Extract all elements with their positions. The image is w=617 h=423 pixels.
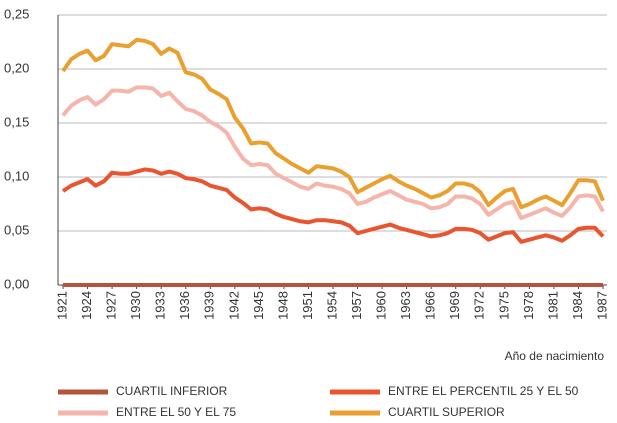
- x-tick-label: 1939: [202, 291, 217, 320]
- legend-label: CUARTIL INFERIOR: [116, 384, 228, 398]
- y-tick-label: 0,25: [4, 6, 29, 21]
- y-tick-label: 0,15: [4, 114, 29, 129]
- x-tick-label: 1969: [447, 291, 462, 320]
- legend-label: ENTRE EL PERCENTIL 25 Y EL 50: [388, 384, 579, 398]
- y-tick-label: 0,20: [4, 60, 29, 75]
- x-tick-label: 1927: [104, 291, 119, 320]
- x-tick-label: 1978: [521, 291, 536, 320]
- x-tick-label: 1945: [251, 291, 266, 320]
- legend-label: ENTRE EL 50 Y EL 75: [116, 405, 236, 419]
- x-tick-label: 1975: [496, 291, 511, 320]
- series-line: [61, 37, 605, 210]
- x-tick-label: 1957: [349, 291, 364, 320]
- x-tick-label: 1954: [324, 291, 339, 320]
- x-tick-label: 1942: [226, 291, 241, 320]
- x-axis-label: Año de nacimiento: [505, 349, 605, 363]
- x-tick-label: 1972: [472, 291, 487, 320]
- x-tick-label: 1963: [398, 291, 413, 320]
- x-tick-label: 1930: [128, 291, 143, 320]
- series-line: [61, 85, 605, 221]
- x-tick-label: 1966: [423, 291, 438, 320]
- y-tick-label: 0,00: [4, 276, 29, 291]
- x-tick-label: 1933: [153, 291, 168, 320]
- series-line: [61, 167, 605, 244]
- y-tick-label: 0,10: [4, 168, 29, 183]
- x-tick-label: 1924: [79, 291, 94, 320]
- x-tick-label: 1984: [570, 291, 585, 320]
- y-tick-label: 0,05: [4, 222, 29, 237]
- x-tick-label: 1951: [300, 291, 315, 320]
- x-tick-label: 1936: [177, 291, 192, 320]
- x-tick-label: 1948: [275, 291, 290, 320]
- legend-label: CUARTIL SUPERIOR: [388, 405, 505, 419]
- x-tick-label: 1960: [374, 291, 389, 320]
- x-tick-label: 1987: [594, 291, 609, 320]
- x-tick-label: 1921: [54, 291, 69, 320]
- x-tick-label: 1981: [545, 291, 560, 320]
